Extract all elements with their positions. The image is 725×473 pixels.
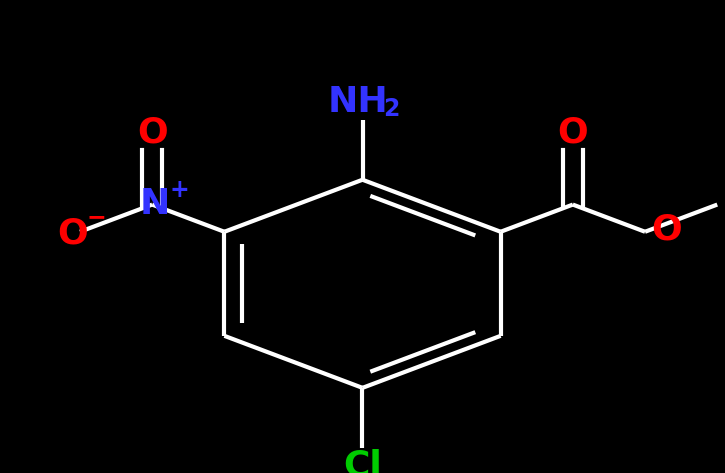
Text: 2: 2 <box>384 97 399 121</box>
Text: Cl: Cl <box>343 449 382 473</box>
Text: −: − <box>86 206 106 229</box>
Text: N: N <box>140 187 170 220</box>
Text: O: O <box>558 115 588 149</box>
Text: +: + <box>170 178 190 202</box>
Text: NH: NH <box>328 85 389 119</box>
Text: O: O <box>652 212 682 246</box>
Text: O: O <box>137 115 167 149</box>
Text: O: O <box>57 216 88 250</box>
